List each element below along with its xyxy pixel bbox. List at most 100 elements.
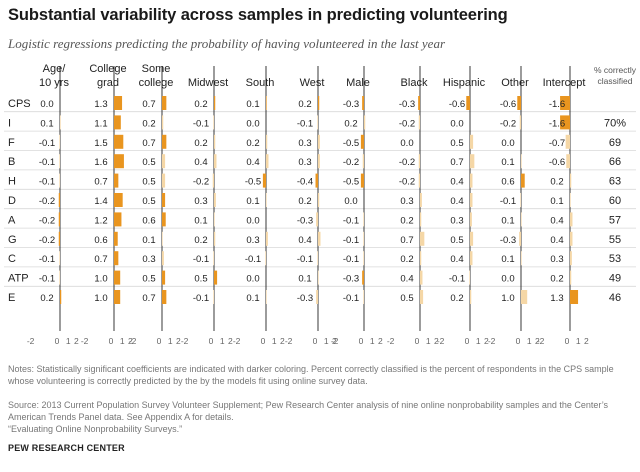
pct-correct: 63 xyxy=(609,176,621,188)
bar-age xyxy=(59,173,60,188)
bar-midwest xyxy=(213,115,214,130)
value-label-west: -0.4 xyxy=(297,177,313,188)
value-label-age: -0.1 xyxy=(39,177,55,188)
axis-tick-label: 1 xyxy=(576,336,581,346)
bar-age xyxy=(60,290,62,304)
bar-male xyxy=(363,212,364,227)
bar-west xyxy=(315,173,318,188)
axis-tick-label: 0 xyxy=(465,336,470,346)
bar-other xyxy=(521,173,525,188)
bar-male xyxy=(363,290,364,304)
pew-credit: PEW RESEARCH CENTER xyxy=(8,443,125,453)
value-label-south: 0.1 xyxy=(246,99,259,110)
value-label-hispanic: 0.5 xyxy=(450,235,463,246)
bar-other xyxy=(521,251,522,266)
bar-male xyxy=(362,270,364,285)
bar-somecollege xyxy=(162,212,166,227)
axis-tick-label: 1 xyxy=(370,336,375,346)
bar-somecollege xyxy=(162,96,167,110)
value-label-black: -0.3 xyxy=(399,99,415,110)
value-label-male: -0.1 xyxy=(343,235,359,246)
bar-hispanic xyxy=(470,173,473,188)
value-label-west: 0.2 xyxy=(298,99,311,110)
bar-midwest xyxy=(214,96,216,110)
value-label-male: -0.1 xyxy=(343,215,359,226)
value-label-black: -0.2 xyxy=(399,157,415,168)
bar-intercept xyxy=(565,134,570,149)
bar-hispanic xyxy=(470,154,475,169)
value-label-other: 0.1 xyxy=(501,254,514,265)
row-label: CPS xyxy=(8,98,31,110)
value-label-somecollege: 0.5 xyxy=(142,157,155,168)
value-label-male: -0.2 xyxy=(343,157,359,168)
axis-tick-label: -2 xyxy=(129,336,137,346)
pct-correct: 46 xyxy=(609,292,621,304)
value-label-somecollege: 0.5 xyxy=(142,196,155,207)
value-label-south: 0.3 xyxy=(246,235,259,246)
row-label: E xyxy=(8,292,15,304)
bar-college xyxy=(114,193,123,207)
bar-age xyxy=(59,134,60,149)
bar-college xyxy=(114,290,121,304)
value-label-west: 0.4 xyxy=(298,235,311,246)
value-label-intercept: -1.6 xyxy=(549,118,565,129)
bar-hispanic xyxy=(469,270,470,285)
value-label-south: -0.1 xyxy=(245,254,261,265)
axis-tick-label: 1 xyxy=(324,336,329,346)
value-label-somecollege: 0.3 xyxy=(142,254,155,265)
source-line-1: Source: 2013 Current Population Survey V… xyxy=(8,400,609,422)
bar-intercept xyxy=(570,193,571,207)
row-label: G xyxy=(8,234,17,246)
bar-black xyxy=(418,173,420,188)
column-header-college: grad xyxy=(97,77,119,89)
bar-male xyxy=(363,231,364,246)
axis-tick-label: -2 xyxy=(233,336,241,346)
bar-other xyxy=(520,193,521,207)
bar-west xyxy=(318,154,320,169)
value-label-midwest: -0.1 xyxy=(193,118,209,129)
axis-tick-label: -2 xyxy=(181,336,189,346)
bar-college xyxy=(114,270,121,285)
value-label-intercept: -1.6 xyxy=(549,99,565,110)
bar-college xyxy=(114,134,124,149)
value-label-college: 1.1 xyxy=(94,118,107,129)
axis-tick-label: -2 xyxy=(331,336,339,346)
bar-somecollege xyxy=(162,134,167,149)
value-label-south: 0.4 xyxy=(246,157,259,168)
value-label-south: 0.0 xyxy=(246,274,259,285)
row-label: ATP xyxy=(8,273,29,285)
value-label-black: -0.2 xyxy=(399,118,415,129)
value-label-south: 0.0 xyxy=(246,118,259,129)
value-label-midwest: 0.2 xyxy=(194,235,207,246)
bar-age xyxy=(58,193,60,207)
bar-other xyxy=(521,154,522,169)
column-header-somecollege: Some xyxy=(142,63,171,75)
value-label-male: -0.1 xyxy=(343,254,359,265)
value-label-west: 0.2 xyxy=(298,196,311,207)
value-label-age: 0.1 xyxy=(40,118,53,129)
bar-age xyxy=(58,212,60,227)
bar-somecollege xyxy=(162,193,166,207)
bar-age xyxy=(59,270,60,285)
bar-somecollege xyxy=(162,231,163,246)
row-label: I xyxy=(8,117,11,129)
bar-other xyxy=(519,231,521,246)
axis-tick-label: 0 xyxy=(109,336,114,346)
value-label-somecollege: 0.1 xyxy=(142,235,155,246)
value-label-black: 0.2 xyxy=(400,215,413,226)
value-label-somecollege: 0.5 xyxy=(142,177,155,188)
value-label-midwest: 0.1 xyxy=(194,215,207,226)
column-header-somecollege: college xyxy=(139,77,174,89)
axis-tick-label: 1 xyxy=(527,336,532,346)
axis-tick-label: -2 xyxy=(81,336,89,346)
coefficient-chart: Age/10 yrs College grad Some college Midwest S… xyxy=(4,63,637,346)
chart-notes: Notes: Statistically significant coeffic… xyxy=(8,364,614,386)
bar-south xyxy=(266,96,267,110)
bar-west xyxy=(317,115,318,130)
bar-male xyxy=(362,154,364,169)
bar-intercept xyxy=(560,115,570,130)
value-label-age: -0.1 xyxy=(39,274,55,285)
pct-header: % correctly xyxy=(594,65,637,75)
bar-college xyxy=(114,96,123,110)
value-label-college: 1.4 xyxy=(94,196,107,207)
